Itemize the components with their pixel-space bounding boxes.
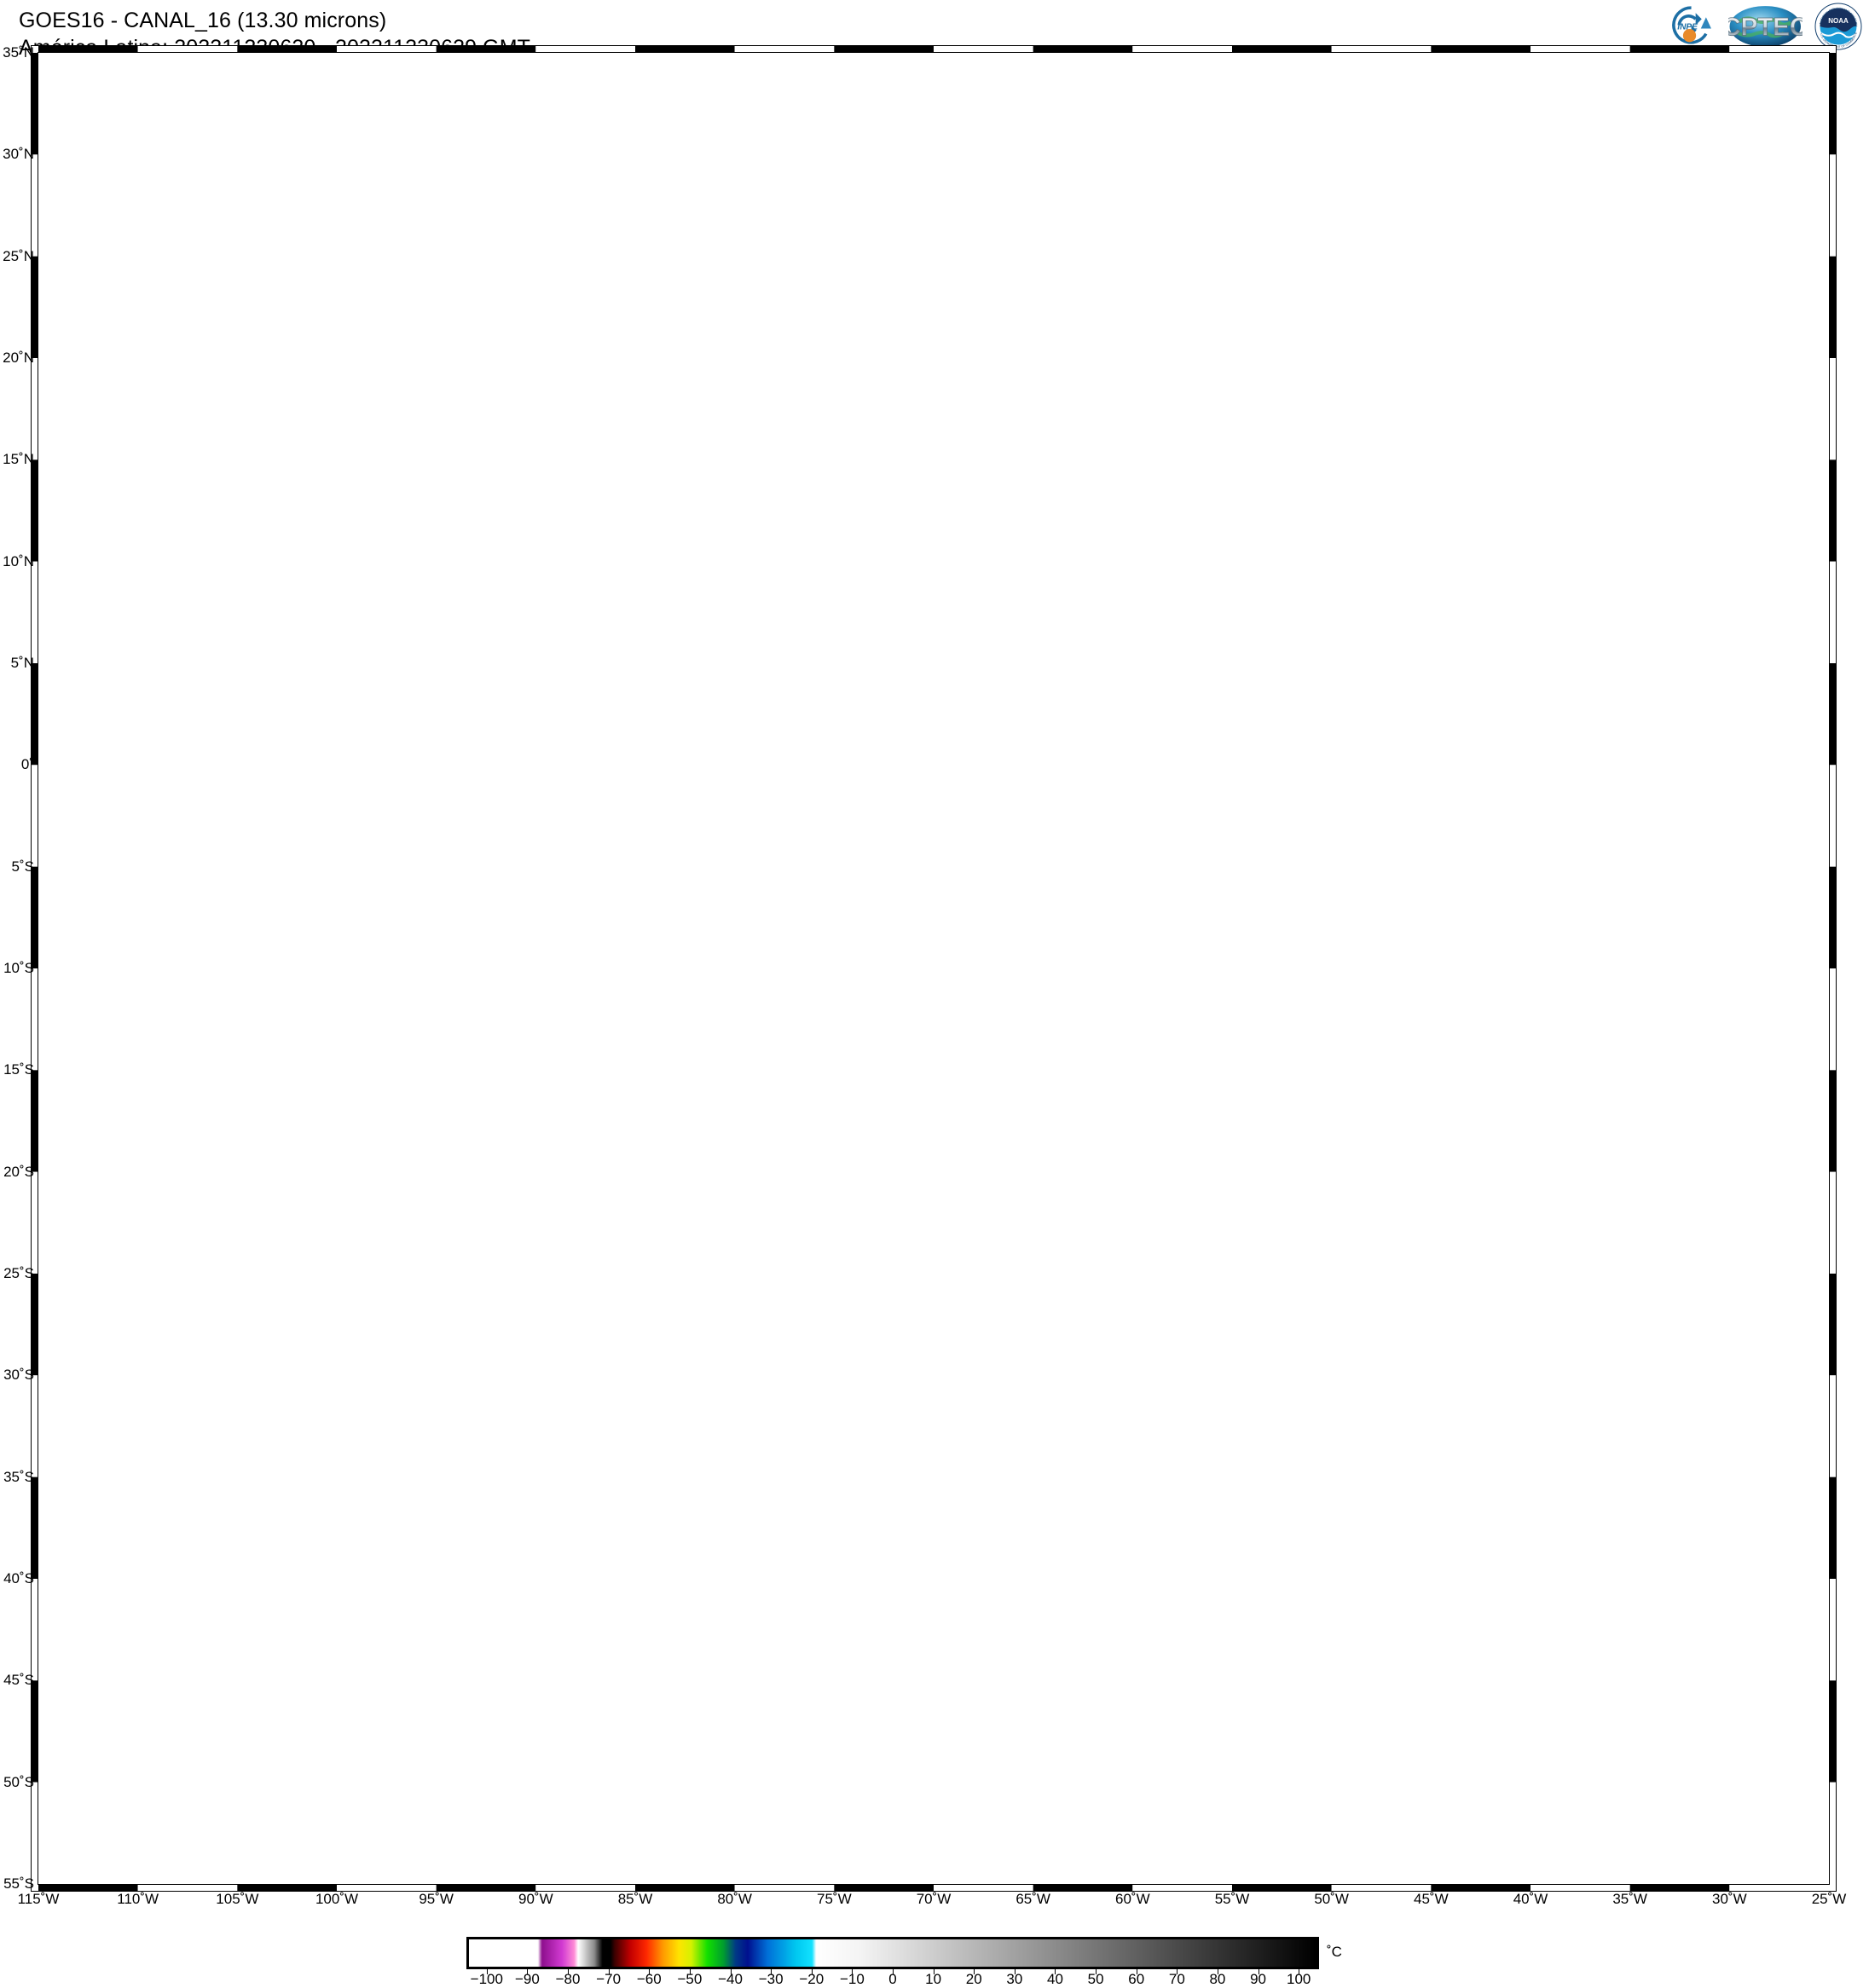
colorbar-tick-label: −20 [799,1971,825,1987]
longitude-tick-label: 45˚W [1414,1891,1449,1907]
colorbar-tick [486,1969,488,1974]
longitude-tick-label: 110˚W [117,1891,159,1907]
longitude-tick-label: 40˚W [1513,1891,1548,1907]
colorbar-tick [608,1969,610,1974]
colorbar-tick-label: 30 [1006,1971,1023,1987]
longitude-tick-label: 50˚W [1314,1891,1349,1907]
latitude-tick-label: 35˚S [3,1468,34,1485]
colorbar-tick [568,1969,570,1974]
colorbar-tick [730,1969,732,1974]
longitude-tick-label: 90˚W [518,1891,553,1907]
colorbar-tick-label: −50 [677,1971,703,1987]
latitude-tick-label: 10˚N [3,552,34,569]
colorbar-tick-label: 80 [1209,1971,1226,1987]
colorbar-gradient[interactable] [466,1937,1319,1969]
colorbar-tick [689,1969,691,1974]
longitude-tick-label: 80˚W [717,1891,752,1907]
cptec-logo: CPTEC [1728,6,1802,47]
colorbar-tick [974,1969,975,1974]
longitude-tick-label: 100˚W [315,1891,359,1907]
latitude-tick-label: 5˚N [10,655,34,671]
colorbar-tick [649,1969,651,1974]
colorbar-tick-label: 100 [1287,1971,1311,1987]
colorbar-tick [1096,1969,1097,1974]
colorbar-tick-label: 20 [965,1971,982,1987]
latitude-tick-label: 10˚S [3,960,34,976]
colorbar-tick-label: −70 [596,1971,622,1987]
longitude-tick-label: 95˚W [419,1891,454,1907]
header: GOES16 - CANAL_16 (13.30 microns) Améric… [0,0,1869,60]
colorbar-tick [893,1969,894,1974]
longitude-tick-label: 55˚W [1214,1891,1250,1907]
latitude-tick-label: 20˚S [3,1163,34,1180]
latitude-tick-label: 5˚S [11,858,34,875]
colorbar-unit-label: ˚C [1327,1944,1342,1960]
latitude-tick-label: 35˚N [3,44,34,61]
latitude-tick-label: 25˚S [3,1265,34,1281]
longitude-tick-label: 35˚W [1612,1891,1647,1907]
latitude-tick-label: 20˚N [3,350,34,366]
colorbar-tick-label: 70 [1168,1971,1185,1987]
colorbar-tick [1177,1969,1178,1974]
colorbar-tick-label: 40 [1047,1971,1063,1987]
colorbar-tick-label: −80 [555,1971,581,1987]
colorbar-tick [1014,1969,1016,1974]
noaa-logo: NOAA NATIONAL OCEANIC AND ATMOSPHERIC AD… [1814,3,1862,50]
latitude-tick-label: 45˚S [3,1672,34,1689]
colorbar-tick-label: 60 [1128,1971,1145,1987]
colorbar-tick-label: −40 [718,1971,743,1987]
longitude-tick-label: 30˚W [1712,1891,1747,1907]
inpe-logo: INPE [1672,6,1712,44]
latitude-tick-label: 30˚N [3,146,34,163]
svg-text:NOAA: NOAA [1828,17,1849,25]
colorbar-tick-label: 0 [888,1971,897,1987]
latitude-tick-label: 25˚N [3,247,34,264]
colorbar-tick-label: −60 [636,1971,662,1987]
latitude-tick-label: 50˚S [3,1773,34,1790]
longitude-tick-label: 105˚W [216,1891,259,1907]
satellite-image-canvas[interactable] [38,53,1829,1884]
svg-text:INPE: INPE [1678,23,1699,32]
colorbar-tick [811,1969,813,1974]
latitude-tick-label: 0˚ [20,756,34,773]
latitude-tick-label: 55˚S [3,1875,34,1892]
colorbar-tick [771,1969,772,1974]
longitude-tick-label: 70˚W [916,1891,952,1907]
longitude-tick-label: 60˚W [1115,1891,1150,1907]
longitude-tick-label: 65˚W [1016,1891,1050,1907]
colorbar-tick-label: −30 [758,1971,784,1987]
colorbar-legend: −100 −90 −80 −70 −60 −50 −40 −30 −20 −10 0 10 20 30 40… [0,1933,1869,1987]
colorbar-tick-label: 90 [1250,1971,1267,1987]
title-line-satellite-channel: GOES16 - CANAL_16 (13.30 microns) [19,9,387,32]
latitude-tick-label: 15˚S [3,1061,34,1078]
colorbar-tick-label: 50 [1087,1971,1104,1987]
colorbar-tick-label: −90 [515,1971,540,1987]
longitude-tick-label: 75˚W [817,1891,852,1907]
colorbar-tick-label: −10 [839,1971,865,1987]
colorbar-tick-label: −100 [470,1971,503,1987]
longitude-tick-label: 115˚W [17,1891,60,1907]
colorbar-canvas [469,1939,1316,1967]
latitude-tick-label: 40˚S [3,1570,34,1586]
svg-text:CPTEC: CPTEC [1728,14,1802,42]
logo-group: INPE CPTEC [1664,2,1862,51]
colorbar-tick [527,1969,529,1974]
colorbar-tick [852,1969,853,1974]
latitude-tick-label: 15˚N [3,451,34,468]
colorbar-tick-label: 10 [925,1971,942,1987]
satellite-map[interactable] [31,45,1837,1892]
latitude-tick-label: 30˚S [3,1367,34,1384]
longitude-tick-label: 85˚W [617,1891,653,1907]
colorbar-tick [1055,1969,1056,1974]
longitude-tick-label: 25˚W [1811,1891,1847,1907]
